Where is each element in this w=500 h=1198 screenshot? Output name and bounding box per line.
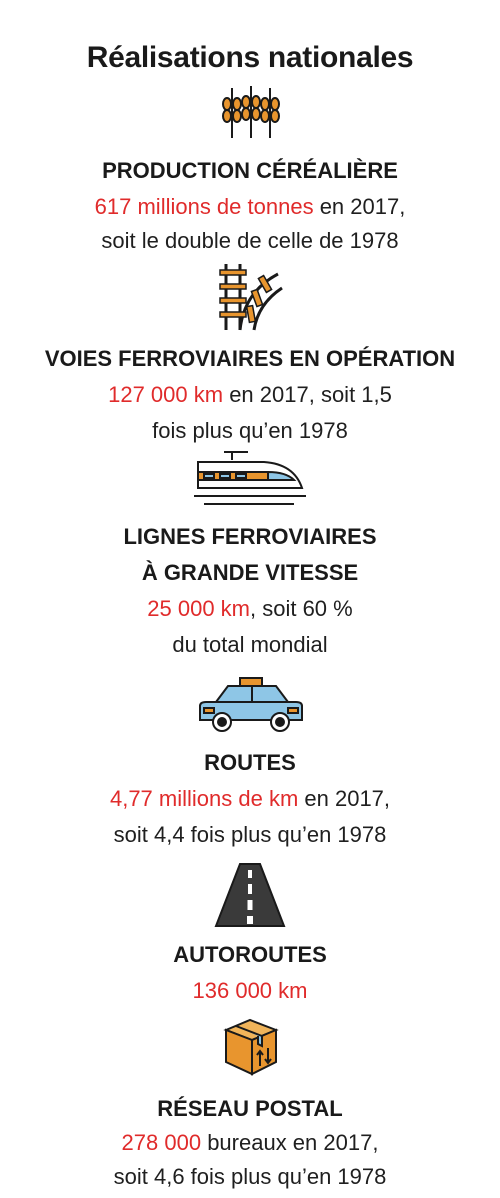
section-text-postal-1: 278 000 bureaux en 2017, [0, 1128, 500, 1158]
highlight-value: 25 000 km [147, 596, 250, 621]
section-text-roads-2: soit 4,4 fois plus qu’en 1978 [113, 822, 387, 847]
highlight-value: 617 millions de tonnes [94, 194, 314, 219]
line-text: , soit 60 % [250, 596, 353, 621]
section-heading-railways: VOIES FERROVIAIRES EN OPÉRATION [44, 346, 456, 371]
page-title: Réalisations nationales [86, 41, 414, 74]
highway-icon [214, 863, 286, 927]
section-text-railways-1: 127 000 km en 2017, soit 1,5 [0, 380, 500, 410]
section-heading-highspeed-1: LIGNES FERROVIAIRES [123, 524, 377, 549]
section-text-highways-1: 136 000 km [0, 976, 500, 1006]
section-text-postal-2: soit 4,6 fois plus qu’en 1978 [113, 1164, 387, 1189]
highlight-value: 127 000 km [108, 382, 224, 407]
section-text-roads-1: 4,77 millions de km en 2017, [0, 784, 500, 814]
highlight-value: 278 000 [121, 1130, 202, 1155]
section-heading-highspeed-2: À GRANDE VITESSE [141, 560, 359, 585]
section-text-cereal-2: soit le double de celle de 1978 [101, 228, 399, 253]
highlight-value: 136 000 km [192, 978, 308, 1003]
line-text: en 2017, [313, 194, 406, 219]
section-heading-cereal: PRODUCTION CÉRÉALIÈRE [102, 158, 398, 183]
section-text-railways-2: fois plus qu’en 1978 [152, 418, 348, 443]
car-icon [199, 677, 303, 732]
section-heading-postal: RÉSEAU POSTAL [157, 1096, 343, 1121]
section-text-highspeed-1: 25 000 km, soit 60 % [0, 594, 500, 624]
railway-tracks-icon [219, 264, 283, 331]
wheat-icon [222, 86, 280, 138]
line-text: bureaux en 2017, [201, 1130, 379, 1155]
section-heading-roads: ROUTES [204, 750, 296, 775]
parcel-box-icon [223, 1018, 279, 1076]
high-speed-train-icon [194, 451, 306, 505]
section-text-highspeed-2: du total mondial [172, 632, 328, 657]
line-text: en 2017, [298, 786, 391, 811]
line-text: en 2017, soit 1,5 [223, 382, 392, 407]
section-heading-highways: AUTOROUTES [173, 942, 327, 967]
section-text-cereal-1: 617 millions de tonnes en 2017, [0, 192, 500, 222]
highlight-value: 4,77 millions de km [109, 786, 299, 811]
